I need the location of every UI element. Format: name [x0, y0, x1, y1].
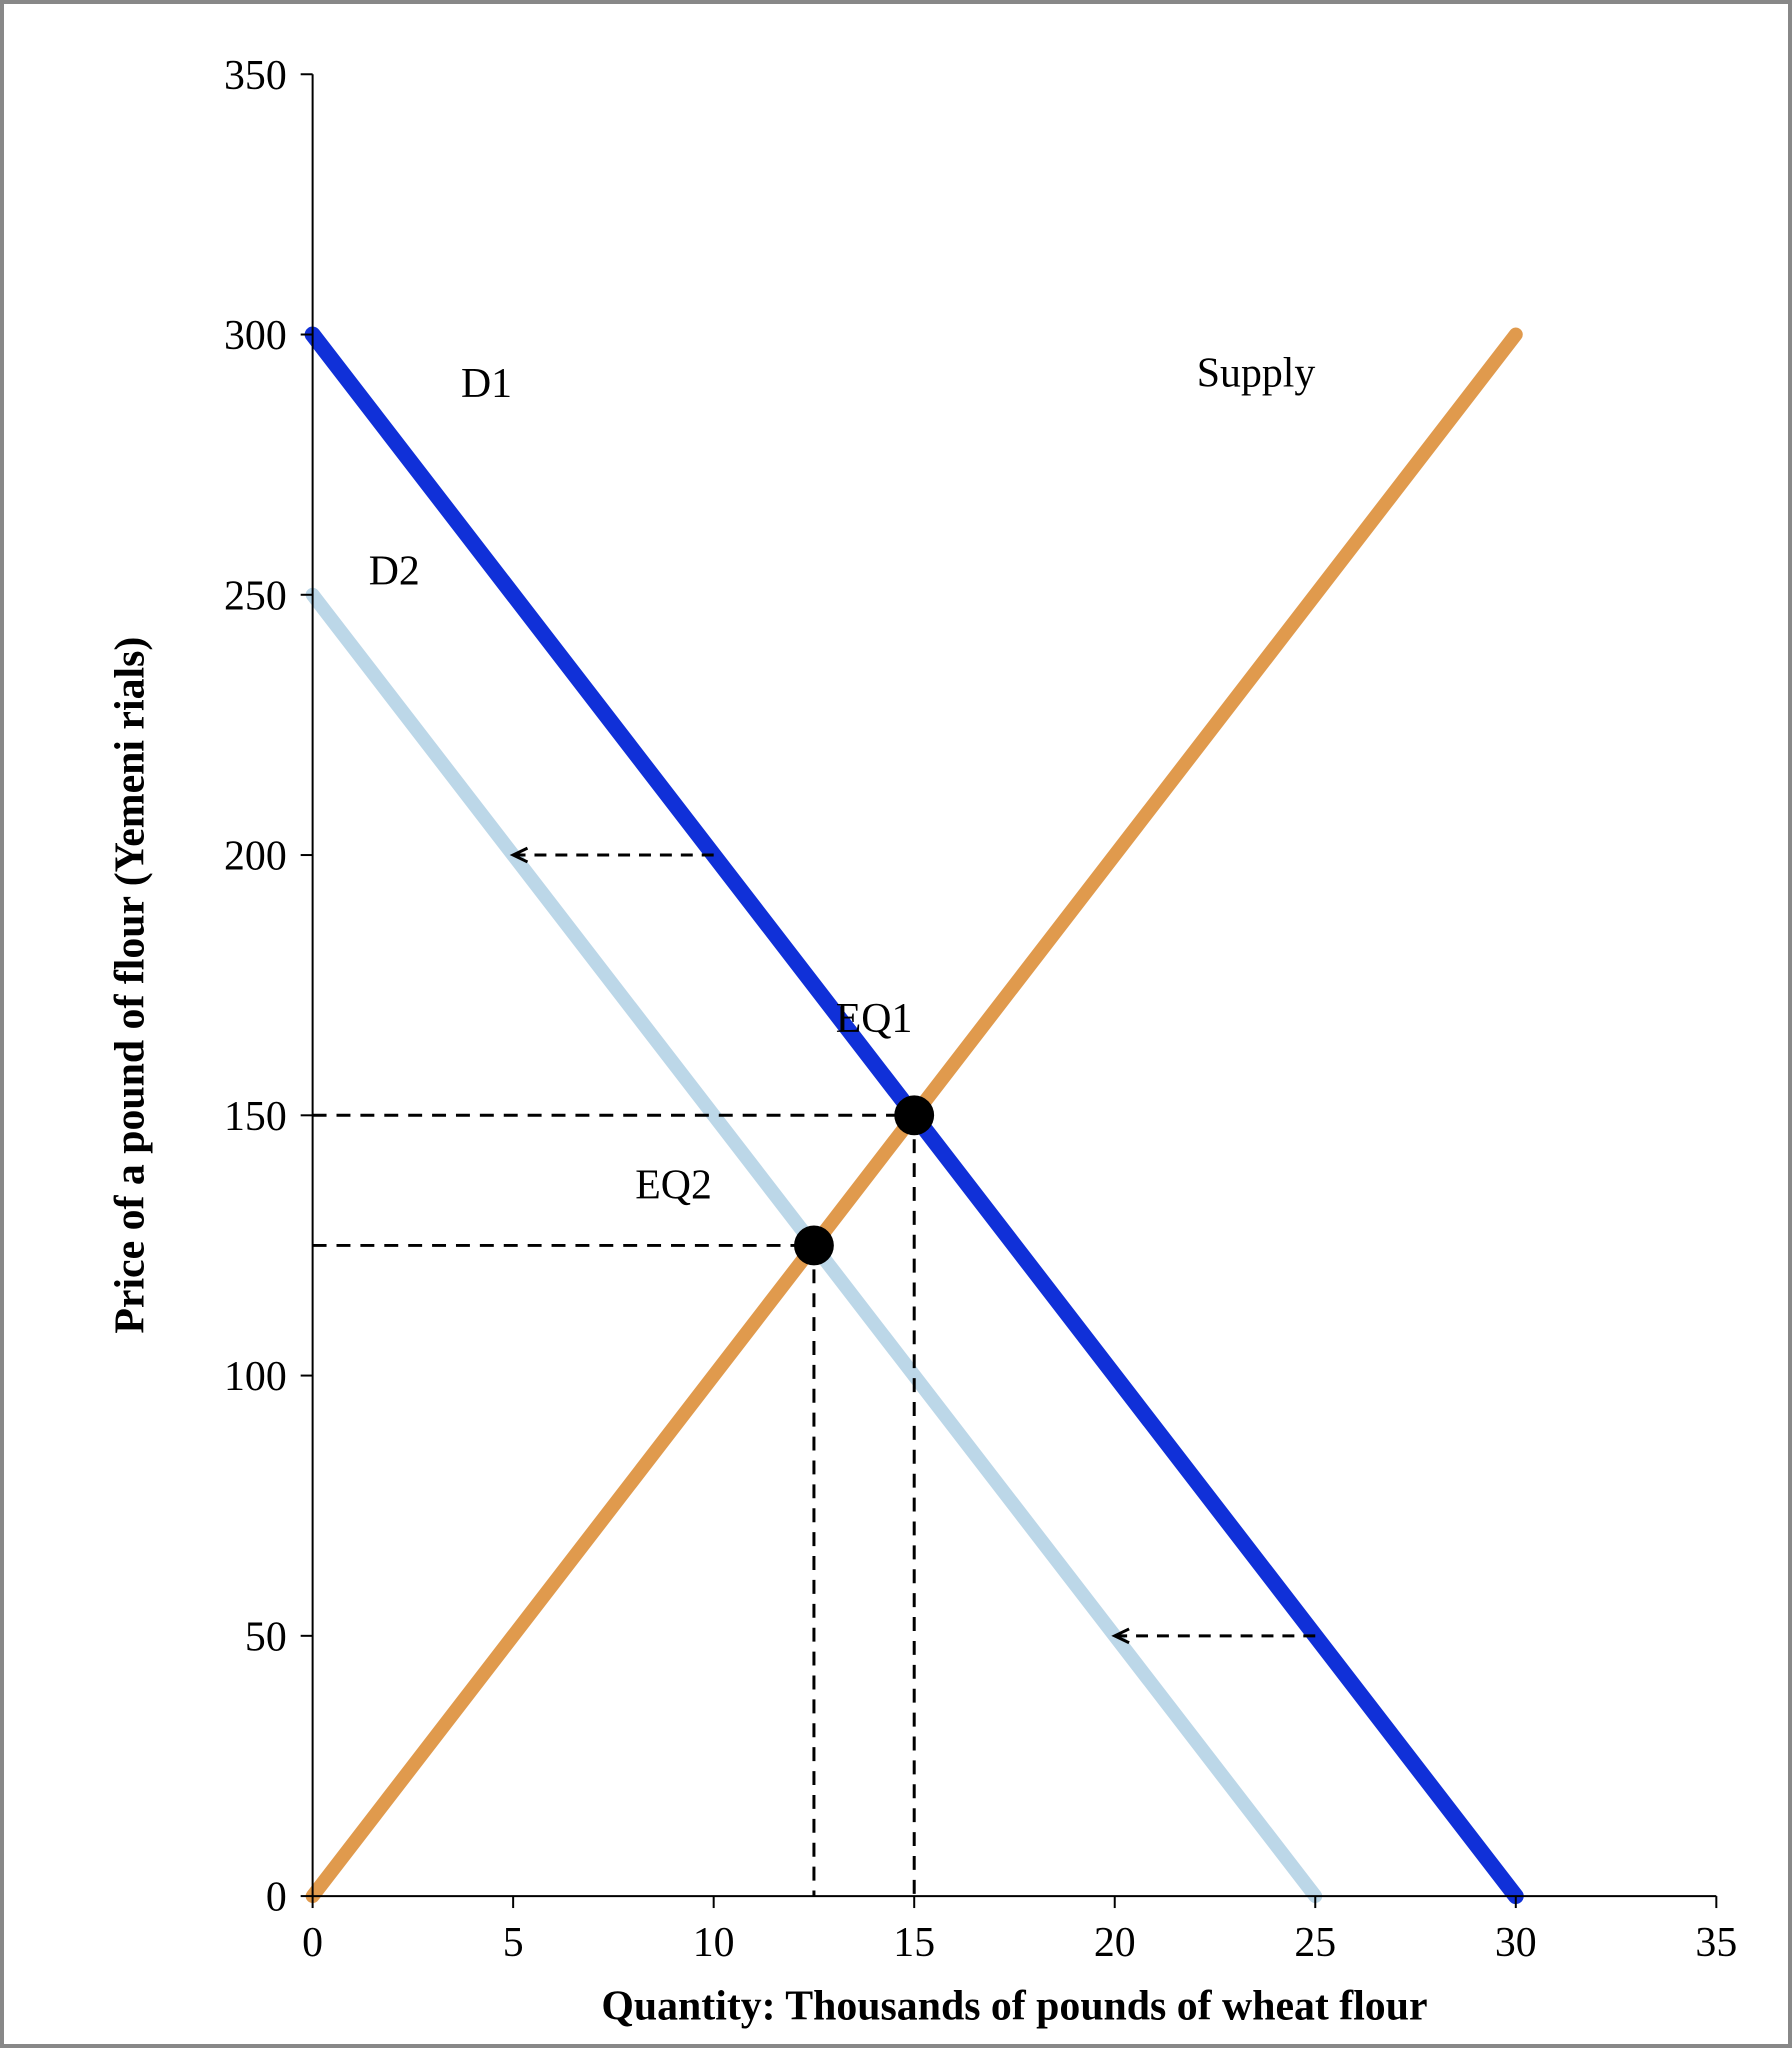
series-label-d1: D1	[461, 361, 512, 407]
label-eq1: EQ1	[836, 996, 913, 1042]
x-tick-label: 5	[503, 1920, 524, 1966]
x-tick-label: 0	[302, 1920, 323, 1966]
y-tick-label: 50	[245, 1614, 287, 1660]
y-tick-label: 300	[224, 313, 287, 359]
point-eq1	[894, 1095, 934, 1135]
x-tick-label: 25	[1294, 1920, 1336, 1966]
y-tick-label: 200	[224, 834, 287, 880]
y-tick-label: 250	[224, 573, 287, 619]
x-tick-label: 10	[693, 1920, 735, 1966]
y-axis-label: Price of a pound of flour (Yemeni rials)	[107, 637, 153, 1334]
series-label-supply: Supply	[1197, 351, 1316, 397]
x-axis-label: Quantity: Thousands of pounds of wheat f…	[601, 1984, 1427, 2030]
series-label-d2: D2	[369, 548, 420, 594]
label-eq2: EQ2	[635, 1163, 712, 1209]
x-tick-label: 20	[1094, 1920, 1136, 1966]
x-tick-label: 35	[1695, 1920, 1737, 1966]
chart-frame: 05101520253035050100150200250300350Quant…	[0, 0, 1792, 2048]
y-tick-label: 100	[224, 1354, 287, 1400]
x-tick-label: 30	[1495, 1920, 1537, 1966]
economics-chart: 05101520253035050100150200250300350Quant…	[4, 4, 1788, 2044]
y-tick-label: 150	[224, 1094, 287, 1140]
point-eq2	[794, 1226, 834, 1266]
y-tick-label: 350	[224, 53, 287, 99]
x-tick-label: 15	[893, 1920, 935, 1966]
y-tick-label: 0	[266, 1875, 287, 1921]
